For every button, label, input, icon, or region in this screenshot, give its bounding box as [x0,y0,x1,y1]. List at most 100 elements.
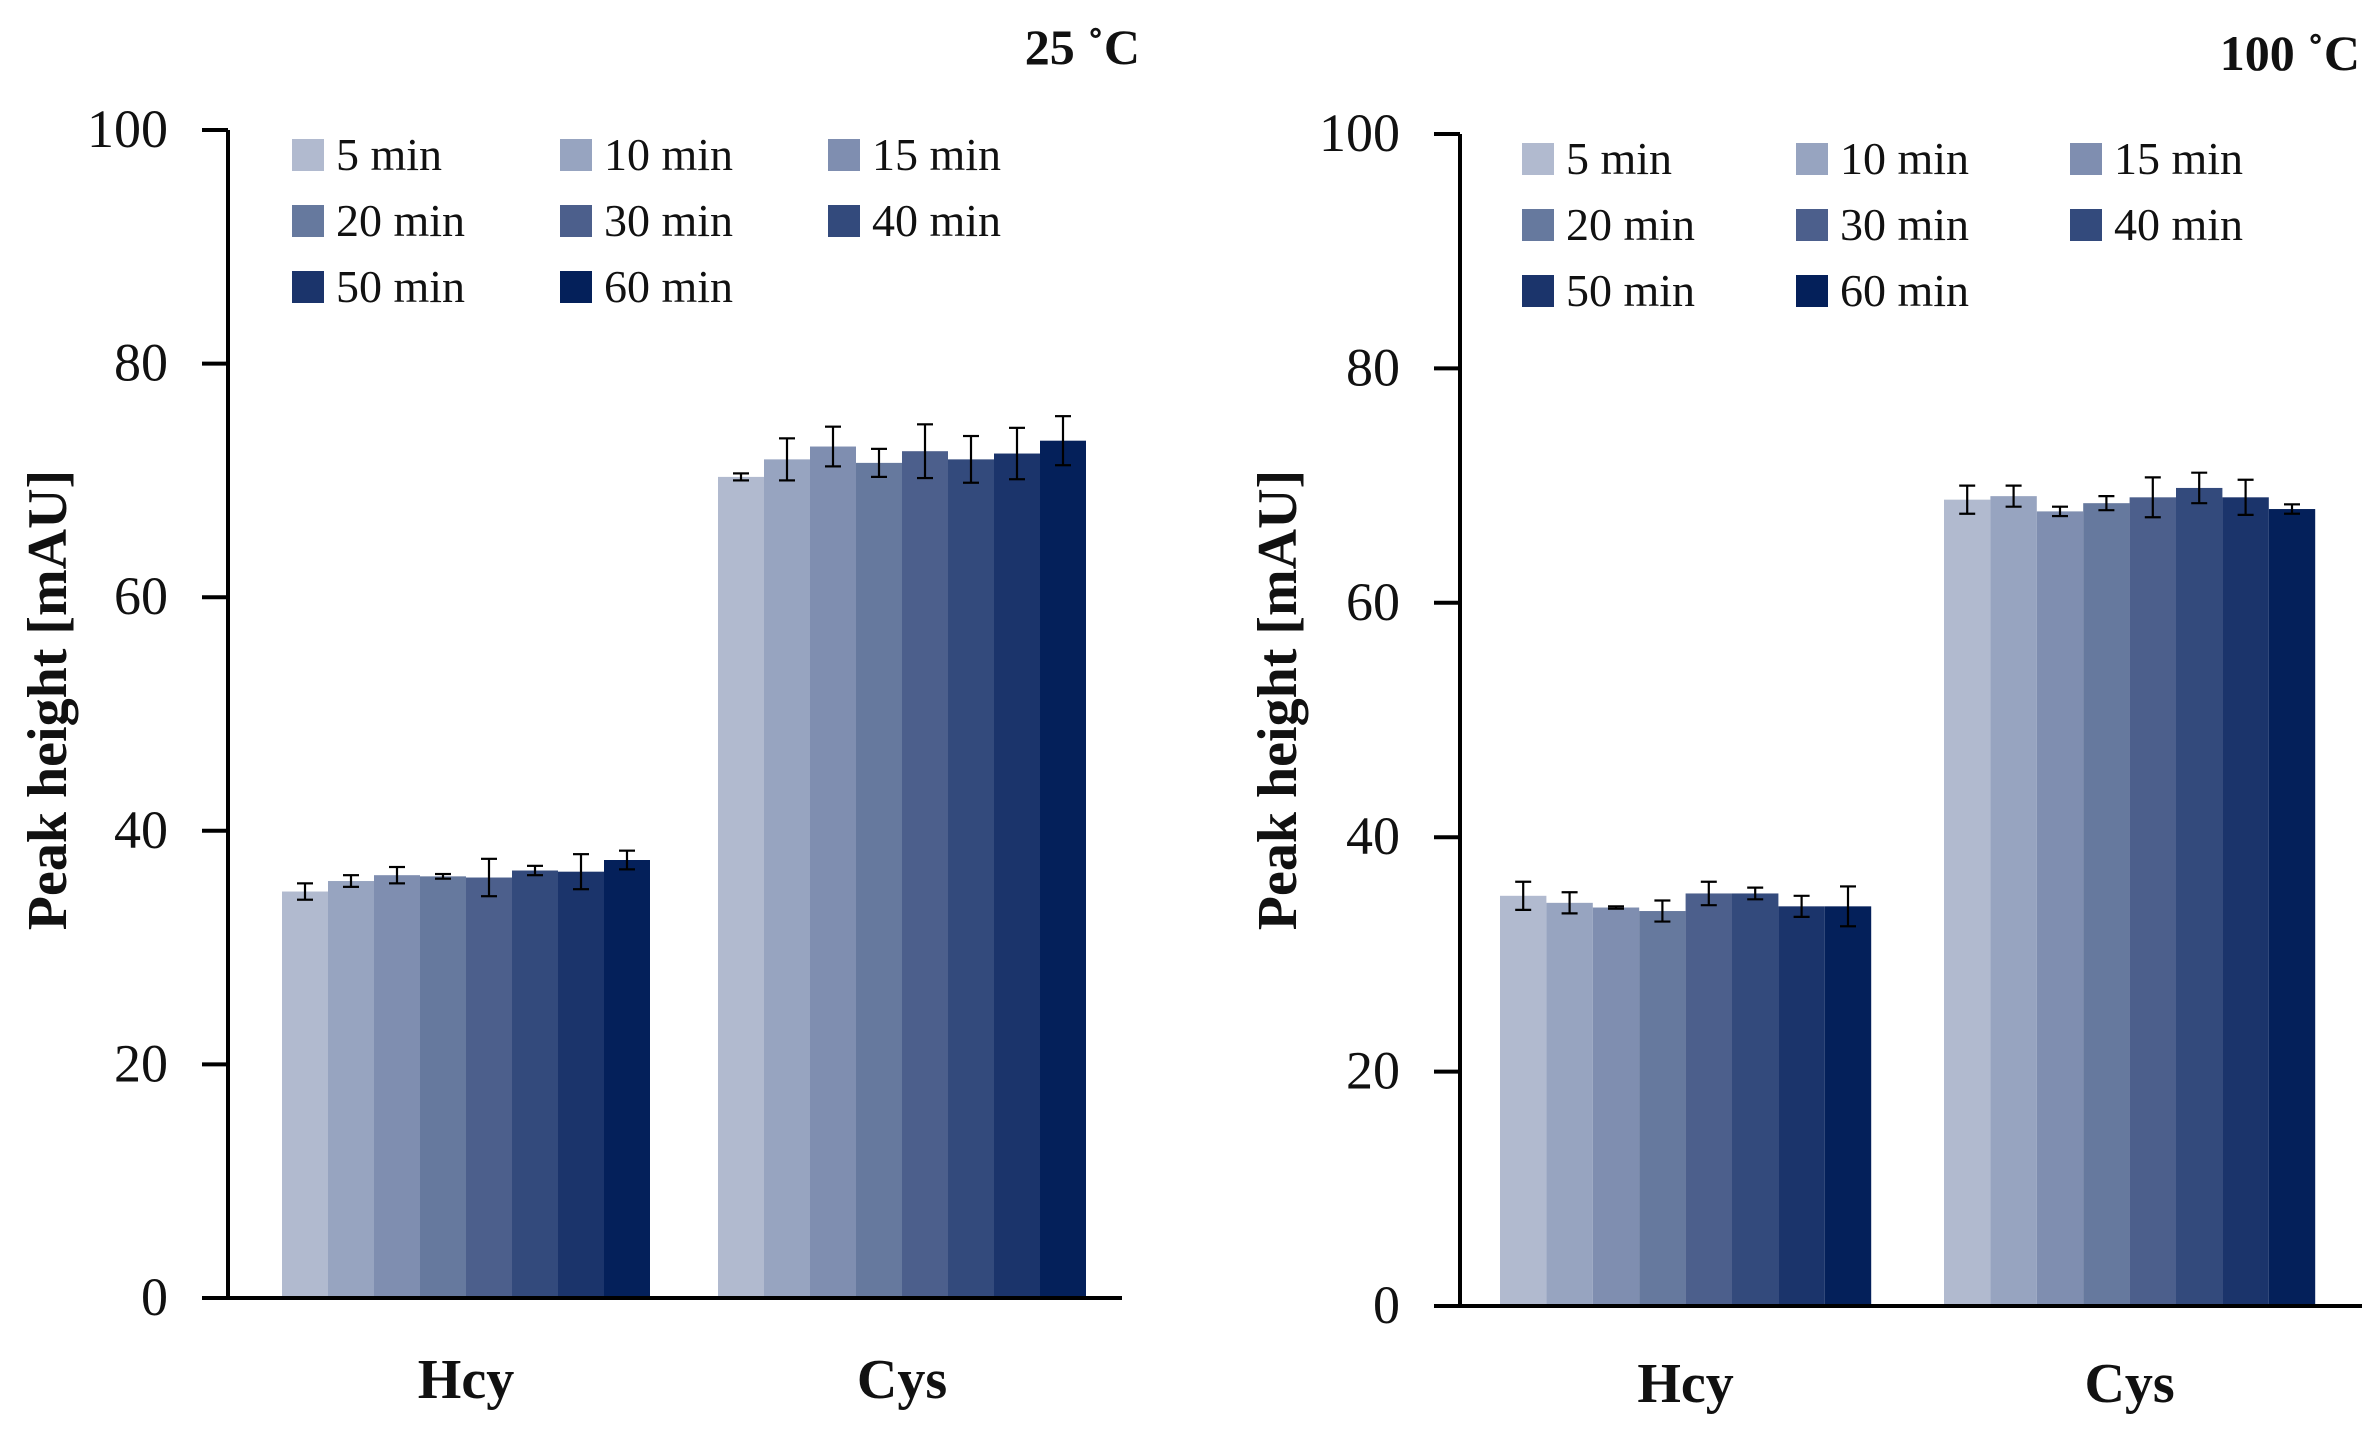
error-bar-hcy-40-min [1747,886,1764,901]
legend-swatch [560,139,592,171]
bar-cys-50-min [994,453,1040,1298]
bar-cys-30-min [902,451,948,1298]
bar-hcy-40-min [1732,893,1779,1306]
bar-cys-60-min [1040,440,1086,1298]
legend-swatch [560,271,592,303]
bar-hcy-50-min [558,871,604,1298]
legend-label: 60 min [604,261,733,312]
bar-cys-5-min [1944,499,1991,1306]
error-bar-hcy-60-min [619,849,635,871]
bar-hcy-5-min [1500,895,1547,1306]
legend-label: 20 min [336,195,465,246]
y-tick-label-60: 60 [114,566,168,626]
bar-cys-10-min [1990,496,2037,1306]
bar-hcy-30-min [1685,893,1732,1306]
legend-swatch [292,139,324,171]
x-category-labels: Hcy Cys [1637,1353,2174,1415]
bar-cys-15-min [810,446,856,1298]
y-tick-label-20: 20 [114,1033,168,1093]
y-tick-label-20: 20 [1346,1041,1400,1101]
bar-hcy-30-min [466,877,512,1298]
y-tick-label-100: 100 [87,99,168,159]
legend-label: 5 min [336,129,442,180]
legend-item-20-min: 20 min [1522,199,1695,250]
bar-hcy-20-min [1639,911,1686,1306]
error-bar-cys-30-min [2144,476,2161,519]
error-bar-hcy-10-min [1561,891,1578,915]
error-bar-cys-40-min [2191,471,2208,505]
legend-label: 60 min [1840,265,1969,316]
legend-item-60-min: 60 min [560,261,733,312]
legend-swatch [1796,143,1828,175]
error-bar-hcy-50-min [573,853,589,891]
legend-label: 50 min [336,261,465,312]
legend-item-50-min: 50 min [1522,265,1695,316]
error-bar-cys-30-min [917,423,933,480]
legend-item-50-min: 50 min [292,261,465,312]
legend-item-5-min: 5 min [292,129,442,180]
error-bar-cys-60-min [1055,415,1071,467]
bar-hcy-40-min [512,870,558,1298]
error-bar-hcy-5-min [297,882,313,901]
bar-hcy-15-min [1592,907,1640,1306]
legend-swatch [1796,275,1828,307]
bar-hcy-20-min [420,876,466,1298]
bar-cys-40-min [948,459,994,1299]
error-bar-cys-50-min [2237,478,2254,517]
y-tick-label-80: 80 [1346,337,1400,397]
legend-label: 10 min [604,129,733,180]
error-bar-hcy-30-min [1700,880,1717,907]
y-ticks: 0 20 40 60 80 100 [1319,103,1460,1335]
error-bar-hcy-40-min [527,864,543,877]
error-bar-cys-60-min [2284,503,2300,515]
axes [226,130,1122,1300]
legend-item-40-min: 40 min [2070,199,2243,250]
bar-cys-30-min [2129,497,2176,1306]
legend-swatch [1522,275,1554,307]
bar-hcy-50-min [1778,906,1825,1306]
error-bar-cys-20-min [2098,495,2115,512]
legend-swatch [1796,209,1828,241]
chart-25c: 25 ˚C Peak height [mAU] 0 20 40 60 80 100 Hcy… [17,19,1140,1411]
chart-100c: 100 ˚C Peak height [mAU] 0 20 40 60 80 100 Hc… [1247,25,2362,1415]
error-bar-hcy-20-min [435,872,451,880]
legend: 5 min 10 min 15 min 20 min 30 min 40 min 50 mi… [292,129,1001,312]
y-tick-label-60: 60 [1346,572,1400,632]
legend-item-5-min: 5 min [1522,133,1672,184]
error-bar-cys-10-min [779,437,795,482]
bar-hcy-10-min [328,881,374,1298]
legend-item-30-min: 30 min [560,195,733,246]
bar-layer [1500,487,2316,1307]
error-bar-cys-15-min [825,425,841,468]
legend-swatch [292,271,324,303]
bar-hcy-60-min [604,860,650,1298]
x-tick-label-cys: Cys [2084,1353,2174,1415]
y-tick-label-100: 100 [1319,103,1400,163]
legend-item-30-min: 30 min [1796,199,1969,250]
bar-cys-5-min [718,476,764,1298]
error-bar-cys-40-min [963,434,979,484]
bar-layer [282,440,1086,1299]
bar-cys-15-min [2036,511,2084,1306]
legend-swatch [2070,143,2102,175]
legend-item-10-min: 10 min [560,129,733,180]
legend-swatch [828,205,860,237]
error-bar-cys-10-min [2005,484,2022,508]
legend: 5 min 10 min 15 min 20 min 30 min 40 min 50 mi… [1522,133,2243,316]
bar-hcy-10-min [1546,902,1593,1306]
legend-swatch [292,205,324,237]
error-bar-layer [1515,471,2300,928]
legend-label: 5 min [1566,133,1672,184]
x-category-labels: Hcy Cys [418,1349,947,1411]
bar-cys-40-min [2176,487,2223,1307]
x-tick-label-hcy: Hcy [418,1349,514,1411]
bar-hcy-60-min [1824,906,1872,1306]
y-axis-label: Peak height [mAU] [17,470,79,930]
legend-label: 15 min [2114,133,2243,184]
legend-item-10-min: 10 min [1796,133,1969,184]
error-bar-hcy-15-min [389,865,405,885]
error-bar-layer [297,415,1071,901]
bar-cys-20-min [856,462,902,1298]
legend-swatch [828,139,860,171]
